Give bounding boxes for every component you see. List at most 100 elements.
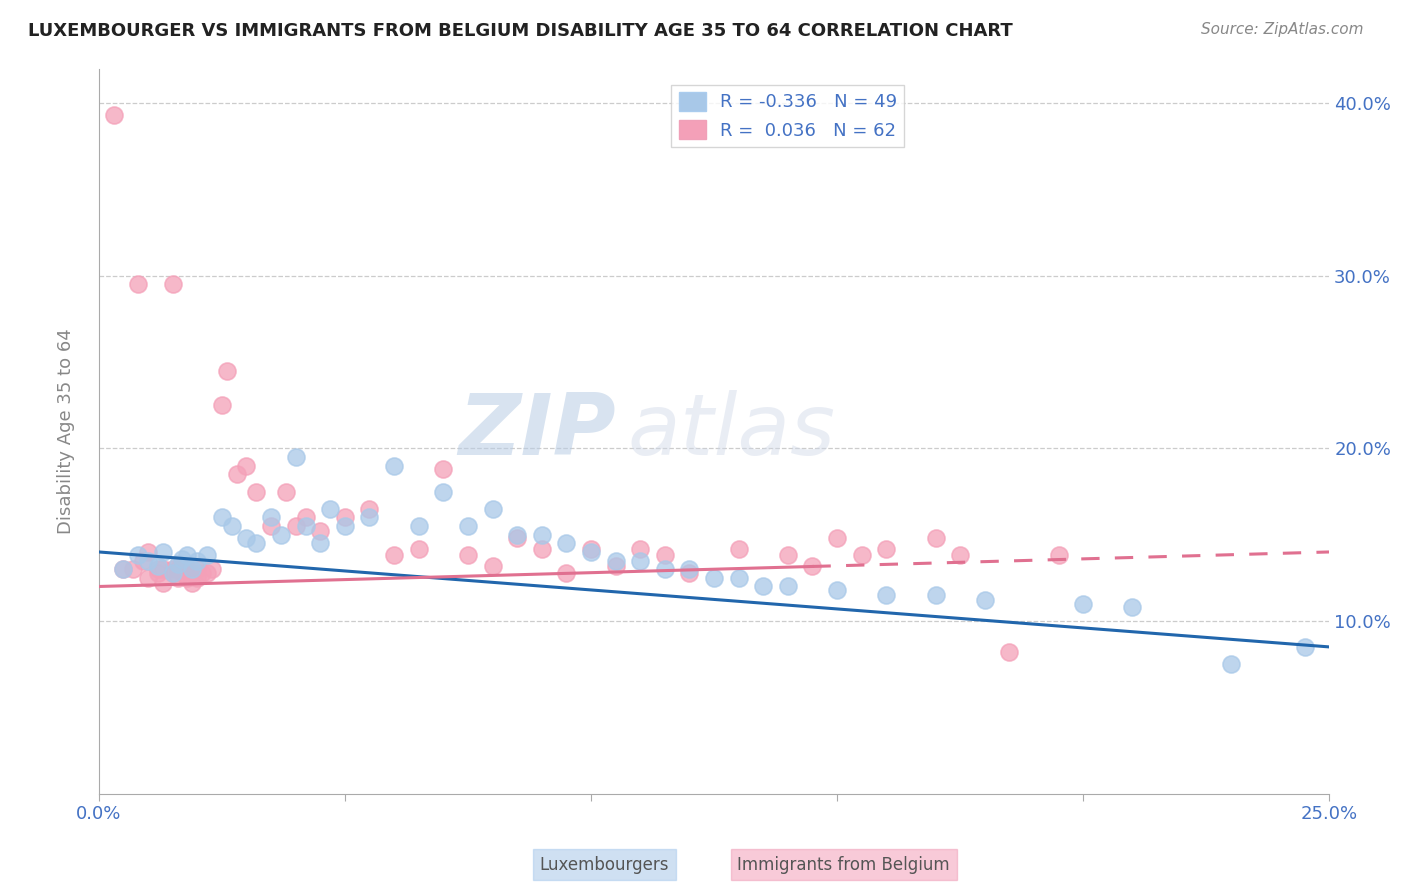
Point [309, 524, 332, 539]
Point [408, 541, 430, 556]
Point [294, 519, 316, 533]
Point [166, 562, 188, 576]
Point [457, 549, 479, 563]
Point [1047, 549, 1070, 563]
Point [875, 541, 897, 556]
Point [211, 510, 233, 524]
Point [176, 571, 198, 585]
Point [579, 545, 602, 559]
Point [172, 552, 194, 566]
Text: Immigrants from Belgium: Immigrants from Belgium [737, 855, 950, 873]
Point [776, 549, 799, 563]
Point [382, 458, 405, 473]
Point [132, 553, 155, 567]
Point [186, 553, 208, 567]
Point [136, 545, 159, 559]
Point [530, 527, 553, 541]
Point [172, 566, 194, 580]
Point [825, 582, 848, 597]
Point [654, 562, 676, 576]
Point [245, 484, 267, 499]
Point [359, 501, 381, 516]
Point [146, 562, 169, 576]
Point [628, 541, 651, 556]
Point [654, 549, 676, 563]
Text: LUXEMBOURGER VS IMMIGRANTS FROM BELGIUM DISABILITY AGE 35 TO 64 CORRELATION CHAR: LUXEMBOURGER VS IMMIGRANTS FROM BELGIUM … [28, 22, 1012, 40]
Point [506, 531, 529, 545]
Point [776, 579, 799, 593]
Point [215, 364, 238, 378]
Point [146, 566, 169, 580]
Point [678, 562, 700, 576]
Point [703, 571, 725, 585]
Point [605, 558, 627, 573]
Point [127, 549, 149, 563]
Point [176, 562, 198, 576]
Point [825, 531, 848, 545]
Point [103, 108, 125, 122]
Point [333, 519, 356, 533]
Point [112, 562, 135, 576]
Point [949, 549, 972, 563]
Point [225, 467, 247, 482]
Point [274, 484, 297, 499]
Point [973, 593, 995, 607]
Text: atlas: atlas [628, 390, 837, 473]
Point [284, 450, 307, 464]
Point [851, 549, 873, 563]
Point [506, 527, 529, 541]
Point [1071, 597, 1094, 611]
Point [727, 541, 749, 556]
Point [186, 571, 208, 585]
Point [432, 484, 454, 499]
Point [260, 519, 283, 533]
Point [678, 566, 700, 580]
Point [924, 531, 946, 545]
Point [998, 645, 1021, 659]
Point [294, 510, 316, 524]
Point [172, 562, 194, 576]
Point [162, 562, 184, 576]
Point [162, 566, 184, 580]
Point [166, 557, 188, 571]
Point [181, 562, 204, 576]
Point [924, 588, 946, 602]
Point [235, 531, 257, 545]
Point [122, 562, 145, 576]
Point [359, 510, 381, 524]
Point [166, 571, 188, 585]
Point [481, 558, 503, 573]
Point [136, 571, 159, 585]
Point [201, 562, 224, 576]
Point [191, 566, 214, 580]
Point [801, 558, 824, 573]
Point [432, 462, 454, 476]
Point [628, 553, 651, 567]
Point [481, 501, 503, 516]
Point [408, 519, 430, 533]
Point [112, 562, 135, 576]
Point [1121, 600, 1143, 615]
Point [152, 576, 174, 591]
Point [555, 536, 578, 550]
Point [245, 536, 267, 550]
Point [152, 545, 174, 559]
Point [752, 579, 775, 593]
Point [186, 562, 208, 576]
Point [136, 553, 159, 567]
Point [1294, 640, 1316, 654]
Point [162, 566, 184, 580]
Point [457, 519, 479, 533]
Point [260, 510, 283, 524]
Point [530, 541, 553, 556]
Point [284, 519, 307, 533]
Point [176, 549, 198, 563]
Point [162, 277, 184, 292]
Point [333, 510, 356, 524]
Point [195, 549, 218, 563]
Text: ZIP: ZIP [458, 390, 616, 473]
Point [319, 501, 342, 516]
Point [235, 458, 257, 473]
Point [152, 562, 174, 576]
Text: Source: ZipAtlas.com: Source: ZipAtlas.com [1201, 22, 1364, 37]
